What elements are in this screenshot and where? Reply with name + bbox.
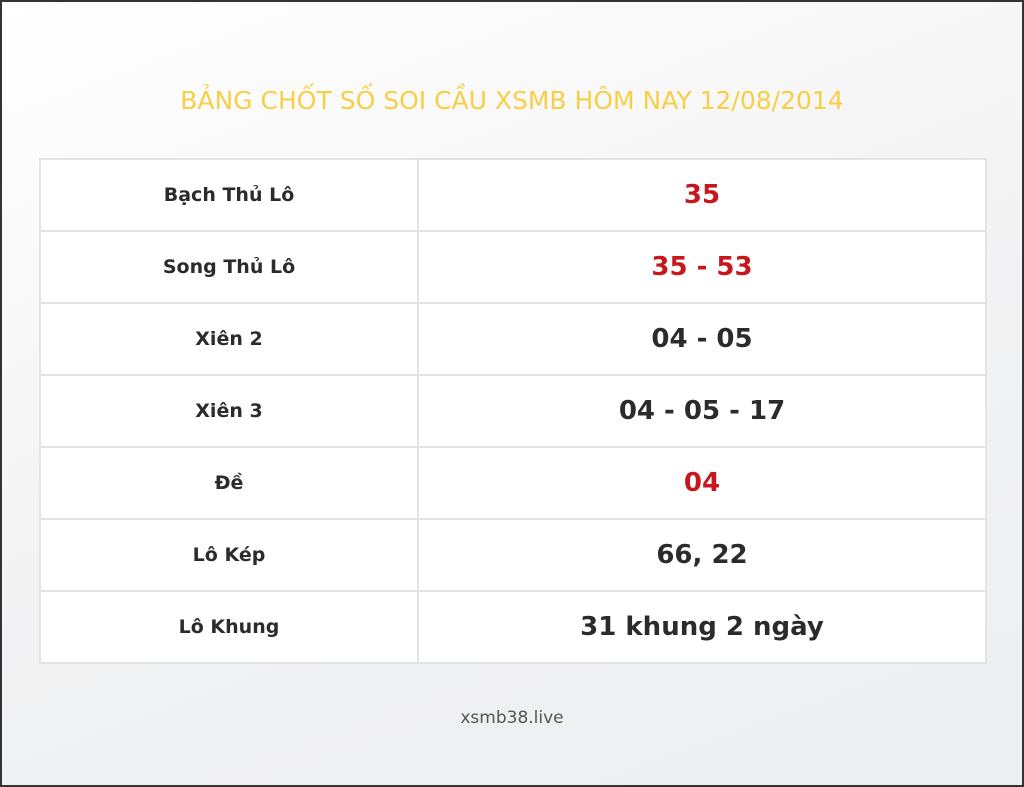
- prediction-table: Bạch Thủ Lô 35 Song Thủ Lô 35 - 53 Xiên 2 04 …: [39, 158, 987, 664]
- table-row: Song Thủ Lô 35 - 53: [39, 230, 987, 304]
- row-value: 66, 22: [417, 518, 987, 592]
- row-label: Đề: [39, 446, 419, 520]
- row-value: 04: [417, 446, 987, 520]
- row-value: 31 khung 2 ngày: [417, 590, 987, 664]
- row-label: Xiên 2: [39, 302, 419, 376]
- row-label: Song Thủ Lô: [39, 230, 419, 304]
- row-value: 04 - 05: [417, 302, 987, 376]
- table-row: Xiên 3 04 - 05 - 17: [39, 374, 987, 448]
- row-value: 04 - 05 - 17: [417, 374, 987, 448]
- row-label: Lô Khung: [39, 590, 419, 664]
- site-watermark: xsmb38.live: [460, 708, 564, 728]
- table-row: Bạch Thủ Lô 35: [39, 158, 987, 232]
- table-row: Lô Kép 66, 22: [39, 518, 987, 592]
- row-value: 35: [417, 158, 987, 232]
- row-value: 35 - 53: [417, 230, 987, 304]
- page-title: BẢNG CHỐT SỐ SOI CẦU XSMB HÔM NAY 12/08/…: [180, 86, 844, 115]
- table-row: Lô Khung 31 khung 2 ngày: [39, 590, 987, 664]
- row-label: Bạch Thủ Lô: [39, 158, 419, 232]
- table-row: Xiên 2 04 - 05: [39, 302, 987, 376]
- row-label: Xiên 3: [39, 374, 419, 448]
- table-row: Đề 04: [39, 446, 987, 520]
- row-label: Lô Kép: [39, 518, 419, 592]
